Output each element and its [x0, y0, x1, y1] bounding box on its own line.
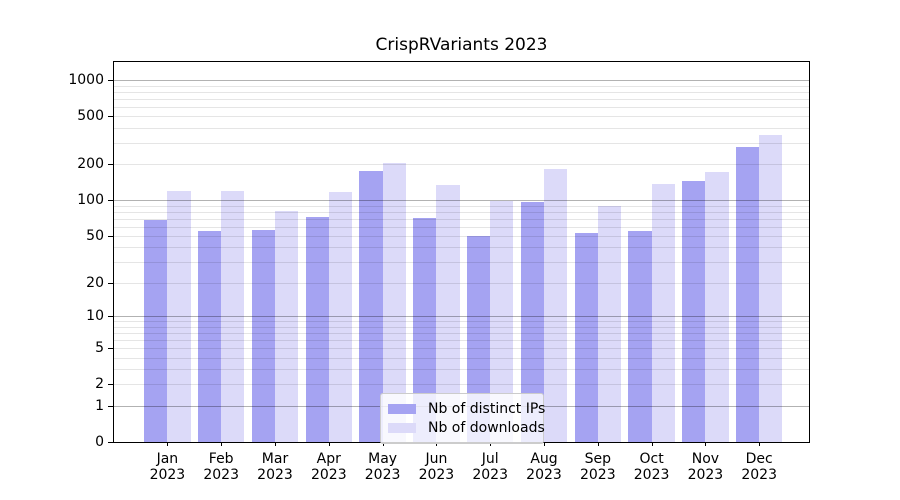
plot-area: 0 1 2 5 10 20 50 100 200 500 1000 Jan 2023 Feb 2023 M…	[68, 61, 810, 483]
y-tick-label-10: 10	[86, 308, 104, 325]
bar-ips-sep	[574, 232, 598, 442]
bar-downloads-oct	[651, 183, 675, 442]
bar-ips-jun	[413, 217, 437, 442]
x-tick-jun	[436, 442, 438, 446]
x-tick-jan	[167, 442, 169, 446]
y-tick-label-1000: 1000	[68, 72, 104, 88]
y-tick-label-5: 5	[95, 340, 104, 357]
bar-ips-jul	[467, 235, 491, 442]
bars-layer	[114, 62, 809, 442]
x-tick-sep	[597, 442, 599, 446]
x-tick-label-jan: Jan 2023	[149, 451, 186, 483]
y-tick-10	[108, 316, 113, 318]
x-tick-nov	[705, 442, 707, 446]
bar-downloads-mar	[275, 211, 299, 442]
x-tick-label-aug: Aug 2023	[526, 451, 562, 483]
y-tick-1	[108, 405, 113, 407]
bar-ips-apr	[305, 217, 329, 442]
y-tick-50	[108, 236, 113, 237]
x-tick-label-jul: Jul 2023	[472, 451, 508, 483]
x-tick-label-oct: Oct 2023	[633, 451, 670, 483]
y-tick-label-100: 100	[77, 192, 104, 209]
bar-downloads-jun	[436, 185, 460, 442]
y-tick-label-200: 200	[77, 156, 104, 173]
bar-downloads-jul	[490, 201, 514, 442]
x-tick-label-apr: Apr 2023	[310, 451, 347, 483]
y-tick-500	[108, 116, 113, 118]
y-tick-0	[108, 442, 113, 443]
bar-downloads-jan	[167, 191, 191, 442]
x-tick-label-may: May 2023	[364, 451, 401, 483]
bar-downloads-may	[382, 163, 406, 442]
bar-downloads-feb	[221, 190, 245, 442]
x-tick-mar	[275, 442, 276, 446]
y-tick-20	[108, 282, 113, 284]
y-tick-5	[108, 348, 113, 350]
x-tick-aug	[544, 442, 545, 446]
y-tick-label-50: 50	[86, 228, 104, 244]
bar-ips-feb	[198, 231, 222, 442]
bar-downloads-aug	[544, 168, 568, 442]
legend-label-downloads: Nb of downloads	[428, 420, 545, 436]
axis-ticks-layer: 0 1 2 5 10 20 50 100 200 500 1000 Jan 2023 Feb 2023 M…	[68, 62, 809, 483]
bar-ips-jan	[144, 220, 168, 442]
y-tick-label-1: 1	[95, 397, 104, 414]
bar-ips-oct	[628, 231, 652, 442]
x-tick-label-dec: Dec 2023	[741, 451, 777, 483]
x-tick-feb	[221, 442, 223, 446]
x-tick-dec	[759, 442, 761, 446]
y-tick-label-500: 500	[77, 108, 104, 125]
y-tick-100	[108, 200, 113, 202]
legend-swatch-distinct-ips	[388, 404, 416, 414]
x-tick-label-sep: Sep 2023	[579, 451, 616, 483]
x-tick-apr	[328, 442, 330, 446]
chart-title: CrispRVariants 2023	[375, 35, 548, 55]
x-tick-label-jun: Jun 2023	[418, 451, 455, 483]
bar-downloads-apr	[328, 191, 352, 442]
y-tick-label-20: 20	[86, 274, 104, 291]
legend-row-downloads: Nb of downloads	[388, 419, 545, 437]
bar-ips-mar	[251, 230, 275, 442]
y-tick-200	[108, 164, 113, 166]
x-tick-may	[382, 442, 384, 446]
x-tick-label-nov: Nov 2023	[687, 451, 724, 483]
legend-swatch-downloads	[388, 423, 416, 433]
legend: Nb of distinct IPs Nb of downloads	[380, 393, 545, 444]
legend-label-distinct-ips: Nb of distinct IPs	[428, 401, 546, 417]
y-tick-label-2: 2	[95, 376, 104, 393]
x-tick-label-feb: Feb 2023	[203, 451, 239, 483]
bar-downloads-dec	[759, 134, 783, 442]
y-tick-1000	[108, 80, 113, 81]
legend-row-ips: Nb of distinct IPs	[388, 400, 545, 418]
bar-ips-nov	[682, 181, 706, 442]
y-tick-2	[108, 384, 113, 386]
x-tick-oct	[651, 442, 653, 446]
bar-downloads-sep	[597, 206, 621, 442]
bar-ips-may	[359, 171, 383, 442]
bar-downloads-nov	[705, 171, 729, 442]
x-tick-label-mar: Mar 2023	[257, 451, 293, 483]
bar-ips-dec	[736, 147, 760, 442]
bar-ips-aug	[520, 201, 544, 442]
y-tick-label-0: 0	[95, 434, 104, 450]
x-tick-jul	[490, 442, 492, 446]
